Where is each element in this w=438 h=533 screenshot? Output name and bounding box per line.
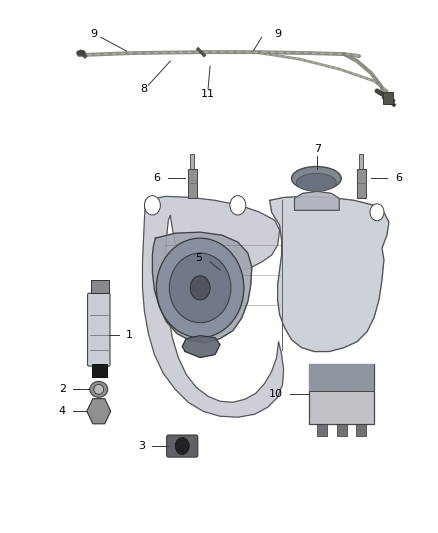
Text: 7: 7 [314,143,321,154]
Circle shape [175,438,189,455]
FancyBboxPatch shape [309,365,374,391]
Circle shape [230,196,246,215]
Ellipse shape [297,173,336,191]
Ellipse shape [90,382,108,397]
Text: 4: 4 [59,406,66,416]
Polygon shape [294,191,339,211]
FancyBboxPatch shape [357,168,366,198]
FancyBboxPatch shape [91,280,109,293]
FancyBboxPatch shape [337,424,347,436]
Ellipse shape [94,384,104,394]
Polygon shape [270,196,389,352]
Circle shape [190,276,210,300]
Text: 5: 5 [195,253,202,263]
Ellipse shape [170,253,231,322]
FancyBboxPatch shape [190,154,194,198]
Circle shape [145,196,160,215]
FancyBboxPatch shape [88,293,110,366]
Ellipse shape [156,238,244,337]
Text: 3: 3 [138,441,145,451]
FancyBboxPatch shape [188,168,197,198]
FancyBboxPatch shape [166,435,198,457]
Ellipse shape [292,166,341,190]
FancyBboxPatch shape [318,424,327,436]
Text: 2: 2 [59,384,66,394]
Text: 6: 6 [153,173,160,183]
Circle shape [370,204,384,221]
Text: 6: 6 [395,173,402,183]
Polygon shape [152,232,252,343]
Text: 10: 10 [268,389,283,399]
Text: 1: 1 [126,329,133,340]
Text: 11: 11 [201,89,215,99]
FancyBboxPatch shape [309,365,374,424]
Text: 8: 8 [140,84,147,94]
FancyBboxPatch shape [383,92,393,104]
FancyBboxPatch shape [359,154,363,198]
Polygon shape [142,196,283,417]
FancyBboxPatch shape [356,424,366,436]
Text: 9: 9 [90,29,97,39]
Polygon shape [182,336,220,358]
Text: 9: 9 [274,29,281,39]
FancyBboxPatch shape [92,365,107,377]
